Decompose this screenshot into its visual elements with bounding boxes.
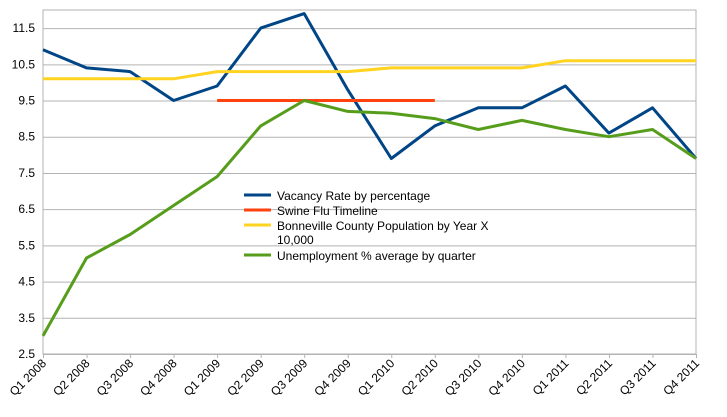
grid [42, 9, 697, 358]
x-tick-label: Q4 2009 [311, 356, 354, 399]
y-tick-label: 8.5 [18, 130, 35, 144]
x-tick-label: Q3 2008 [94, 356, 137, 399]
y-tick-label: 5.5 [18, 238, 35, 252]
x-tick-label: Q1 2009 [181, 356, 224, 399]
x-tick-label: Q1 2010 [355, 356, 398, 399]
x-tick-label: Q2 2009 [224, 356, 267, 399]
y-tick-label: 6.5 [18, 202, 35, 216]
x-tick-label: Q2 2011 [573, 356, 615, 398]
y-tick-label: 3.5 [18, 311, 35, 325]
y-tick-label: 9.5 [18, 94, 35, 108]
x-tick-label: Q3 2011 [617, 356, 659, 398]
x-tick-label: Q4 2011 [660, 356, 702, 398]
series-line-vacancy-rate-by-percentage [42, 12, 698, 160]
series-line-bonneville-county-population-by-year-x-10-000 [43, 59, 696, 81]
y-tick-label: 7.5 [18, 166, 35, 180]
x-tick-label: Q1 2008 [7, 356, 50, 399]
legend-label: Bonneville County Population by Year X [277, 219, 488, 233]
y-tick-label: 2.5 [18, 347, 35, 361]
legend-label: Swine Flu Timeline [277, 204, 378, 218]
legend-label: Unemployment % average by quarter [277, 249, 476, 263]
x-tick-label: Q4 2008 [137, 356, 180, 399]
x-tick-label: Q1 2011 [530, 356, 572, 398]
x-tick-label: Q4 2010 [486, 356, 529, 399]
series-line-unemployment-average-by-quarter [41, 99, 697, 337]
x-tick-label: Q3 2010 [442, 356, 485, 399]
legend-label: 10,000 [277, 233, 314, 247]
x-tick-label: Q2 2008 [50, 356, 93, 399]
y-tick-label: 11.5 [13, 21, 36, 35]
x-axis-ticks: Q1 2008 Q2 2008 Q3 2008 Q4 2008 Q1 2009 Q2 20… [7, 356, 703, 399]
x-tick-label: Q2 2010 [398, 356, 441, 399]
y-tick-label: 10.5 [12, 57, 36, 71]
y-tick-label: 4.5 [18, 275, 35, 289]
y-axis-ticks: 2.5 3.5 4.5 5.5 6.5 7.5 8.5 9.5 10.5 11.5 [12, 21, 36, 361]
x-tick-label: Q3 2009 [268, 356, 311, 399]
series-lines [41, 12, 698, 337]
legend-label: Vacancy Rate by percentage [277, 189, 431, 203]
